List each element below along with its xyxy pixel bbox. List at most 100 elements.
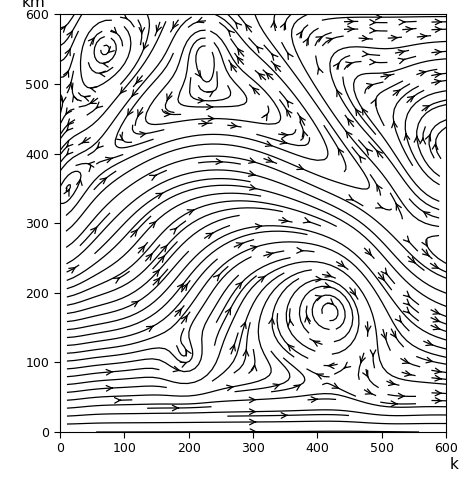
FancyArrowPatch shape [156,193,162,198]
FancyArrowPatch shape [258,276,264,282]
FancyArrowPatch shape [347,119,353,125]
FancyArrowPatch shape [170,228,176,234]
FancyArrowPatch shape [383,74,389,79]
FancyArrowPatch shape [369,28,375,33]
FancyArrowPatch shape [196,17,203,23]
FancyArrowPatch shape [138,110,143,117]
FancyArrowPatch shape [347,26,353,32]
FancyArrowPatch shape [140,132,146,137]
FancyArrowPatch shape [250,246,257,251]
FancyArrowPatch shape [434,27,441,32]
FancyArrowPatch shape [419,71,425,76]
FancyArrowPatch shape [433,79,440,85]
FancyArrowPatch shape [397,58,404,64]
FancyArrowPatch shape [265,72,272,79]
FancyArrowPatch shape [376,184,381,191]
FancyArrowPatch shape [114,397,121,403]
FancyArrowPatch shape [181,315,187,322]
FancyArrowPatch shape [390,401,397,407]
FancyArrowPatch shape [378,274,384,281]
FancyArrowPatch shape [271,54,277,60]
FancyArrowPatch shape [281,217,288,223]
FancyArrowPatch shape [345,131,351,138]
FancyArrowPatch shape [172,22,178,28]
FancyArrowPatch shape [255,224,261,229]
FancyArrowPatch shape [131,230,137,236]
FancyArrowPatch shape [302,37,308,45]
FancyArrowPatch shape [100,178,106,184]
FancyArrowPatch shape [327,363,333,369]
FancyArrowPatch shape [256,47,263,53]
FancyArrowPatch shape [235,282,241,288]
FancyArrowPatch shape [403,134,409,140]
FancyArrowPatch shape [323,283,330,288]
FancyArrowPatch shape [369,59,375,65]
FancyArrowPatch shape [96,102,102,108]
FancyArrowPatch shape [296,248,302,253]
FancyArrowPatch shape [105,157,112,163]
FancyArrowPatch shape [280,22,285,29]
FancyArrowPatch shape [120,13,127,19]
FancyArrowPatch shape [355,109,360,116]
FancyArrowPatch shape [324,272,331,277]
FancyArrowPatch shape [82,137,89,143]
FancyArrowPatch shape [63,71,68,77]
FancyArrowPatch shape [407,96,413,102]
FancyArrowPatch shape [143,43,148,49]
FancyArrowPatch shape [67,31,72,37]
FancyArrowPatch shape [230,344,235,351]
FancyArrowPatch shape [434,390,441,396]
FancyArrowPatch shape [365,148,372,155]
FancyArrowPatch shape [434,49,441,55]
FancyArrowPatch shape [381,268,386,275]
FancyArrowPatch shape [252,87,258,94]
FancyArrowPatch shape [99,71,105,77]
FancyArrowPatch shape [362,370,368,378]
FancyArrowPatch shape [315,295,321,300]
FancyArrowPatch shape [106,370,112,375]
FancyArrowPatch shape [67,83,72,89]
FancyArrowPatch shape [366,84,372,89]
FancyArrowPatch shape [213,275,219,281]
FancyArrowPatch shape [316,374,323,379]
FancyArrowPatch shape [403,236,409,242]
FancyArrowPatch shape [175,309,181,315]
FancyArrowPatch shape [153,278,160,284]
FancyArrowPatch shape [326,299,333,305]
FancyArrowPatch shape [230,64,235,71]
FancyArrowPatch shape [249,419,255,425]
FancyArrowPatch shape [337,261,344,267]
FancyArrowPatch shape [268,318,274,324]
FancyArrowPatch shape [249,185,256,190]
FancyArrowPatch shape [156,25,161,32]
FancyArrowPatch shape [421,240,426,246]
FancyArrowPatch shape [108,47,114,53]
FancyArrowPatch shape [139,27,144,34]
FancyArrowPatch shape [364,326,370,332]
FancyArrowPatch shape [325,38,333,43]
FancyArrowPatch shape [90,86,96,92]
FancyArrowPatch shape [113,277,120,283]
FancyArrowPatch shape [207,116,214,121]
FancyArrowPatch shape [131,301,138,307]
FancyArrowPatch shape [422,106,429,111]
FancyArrowPatch shape [235,22,241,29]
FancyArrowPatch shape [281,132,287,138]
FancyArrowPatch shape [67,141,73,147]
FancyArrowPatch shape [397,50,404,55]
FancyArrowPatch shape [59,25,66,32]
FancyArrowPatch shape [395,204,400,210]
FancyArrowPatch shape [237,57,242,63]
FancyArrowPatch shape [432,317,439,322]
FancyArrowPatch shape [333,63,338,69]
FancyArrowPatch shape [266,252,273,257]
FancyArrowPatch shape [402,358,409,363]
FancyArrowPatch shape [403,299,409,305]
FancyArrowPatch shape [237,48,243,55]
FancyArrowPatch shape [149,221,156,228]
FancyArrowPatch shape [197,97,204,103]
FancyArrowPatch shape [317,68,322,74]
FancyArrowPatch shape [243,350,248,356]
FancyArrowPatch shape [245,24,251,31]
FancyArrowPatch shape [73,96,78,102]
